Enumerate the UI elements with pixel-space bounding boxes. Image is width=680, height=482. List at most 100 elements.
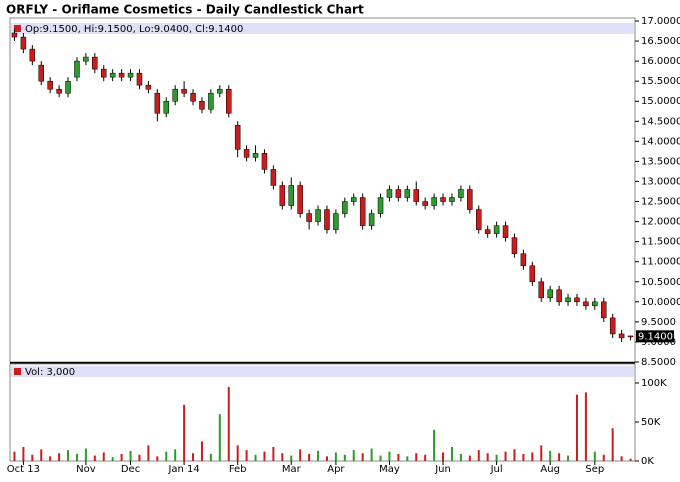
volume-bar	[593, 451, 596, 461]
candle-body	[565, 297, 571, 303]
candle-body	[574, 297, 580, 303]
volume-bar	[236, 445, 239, 461]
volume-bar	[299, 449, 302, 461]
volume-bar	[102, 452, 105, 461]
volume-bar	[424, 454, 427, 461]
y-tick-label: 14.5000	[641, 116, 680, 127]
candle-body	[609, 317, 616, 335]
candle-body	[422, 201, 428, 206]
y-tick-label: 0K	[641, 456, 654, 467]
volume-legend: Vol: 3,000	[25, 367, 75, 378]
volume-bar	[620, 456, 623, 461]
y-tick-label: 10.5000	[641, 277, 680, 288]
volume-legend-band	[11, 366, 634, 377]
candle-body	[154, 92, 161, 114]
candle-body	[627, 335, 634, 338]
y-tick-label: 9.5000	[641, 317, 676, 328]
candle-body	[226, 88, 232, 114]
candle-body	[529, 265, 536, 283]
volume-bar	[67, 450, 70, 461]
candle-body	[190, 92, 196, 102]
x-tick-label: Apr	[327, 464, 345, 475]
candle-body	[368, 213, 375, 226]
candle-body	[127, 72, 134, 78]
volume-bar	[254, 454, 257, 461]
price-legend-band	[11, 23, 634, 34]
candle-body	[270, 169, 277, 186]
x-tick-label: Sep	[585, 464, 604, 475]
x-tick-label: Aug	[540, 464, 560, 475]
candle-body	[145, 84, 152, 90]
volume-bar	[495, 454, 498, 461]
candle-body	[395, 189, 402, 198]
volume-bar	[245, 450, 248, 461]
volume-bar	[558, 453, 561, 461]
candle-body	[38, 64, 44, 82]
candle-body	[163, 100, 169, 114]
candle-body	[29, 48, 36, 62]
volume-bar	[567, 455, 570, 461]
y-tick-label: 16.5000	[641, 36, 680, 47]
volume-bar	[442, 452, 445, 461]
volume-bar	[209, 453, 212, 461]
volume-bar	[370, 448, 373, 461]
candle-body	[208, 92, 214, 110]
volume-bar	[397, 453, 400, 461]
volume-bar	[504, 451, 507, 461]
candle-body	[83, 56, 89, 62]
volume-bar	[549, 450, 552, 461]
volume-bar	[468, 455, 471, 461]
y-tick-label: 100K	[641, 378, 667, 389]
last-price-box	[636, 330, 674, 343]
candle-body	[583, 301, 589, 307]
volume-bar	[13, 451, 16, 461]
candle-body	[342, 201, 348, 214]
x-tick-label: Feb	[229, 464, 247, 475]
volume-bar	[58, 453, 61, 461]
candle-body	[351, 197, 357, 202]
volume-bar	[40, 449, 43, 461]
candle-body	[431, 197, 437, 206]
y-tick-label: 16.0000	[641, 56, 680, 67]
candle-body	[118, 72, 125, 78]
y-tick-label: 8.5000	[641, 357, 676, 368]
candle-body	[377, 197, 384, 214]
volume-bar	[629, 458, 632, 461]
x-tick-label: Nov	[76, 464, 96, 475]
candle-body	[484, 229, 491, 234]
volume-bar	[343, 454, 346, 461]
candle-body	[538, 281, 544, 299]
volume-bar	[120, 453, 123, 461]
candle-body	[511, 237, 518, 254]
candle-body	[20, 36, 27, 50]
volume-panel	[9, 363, 636, 462]
x-tick-label: Jul	[490, 464, 503, 475]
volume-bar	[477, 450, 480, 461]
volume-bar	[433, 429, 436, 461]
volume-bar	[361, 453, 364, 461]
volume-bar	[379, 455, 382, 461]
candle-body	[252, 153, 259, 158]
volume-bar	[31, 454, 34, 461]
y-tick-label: 15.5000	[641, 76, 680, 87]
candle-body	[297, 185, 303, 214]
volume-bar	[459, 453, 462, 461]
candle-body	[404, 189, 411, 198]
volume-bar	[486, 453, 489, 461]
candle-body	[333, 213, 339, 230]
volume-bar	[325, 456, 328, 461]
candle-body	[74, 60, 80, 78]
volume-bar	[531, 452, 534, 461]
candle-body	[556, 289, 562, 303]
candle-body	[109, 72, 116, 78]
volume-bar	[540, 445, 543, 461]
volume-bar	[406, 456, 409, 461]
volume-bar	[75, 453, 78, 461]
candle-body	[618, 333, 625, 339]
x-tick-label: Jun	[434, 464, 451, 475]
volume-bar	[584, 392, 587, 461]
candle-body	[592, 301, 598, 307]
candle-body	[306, 213, 312, 222]
y-tick-label: 13.0000	[641, 176, 680, 187]
volume-bar	[200, 441, 203, 461]
